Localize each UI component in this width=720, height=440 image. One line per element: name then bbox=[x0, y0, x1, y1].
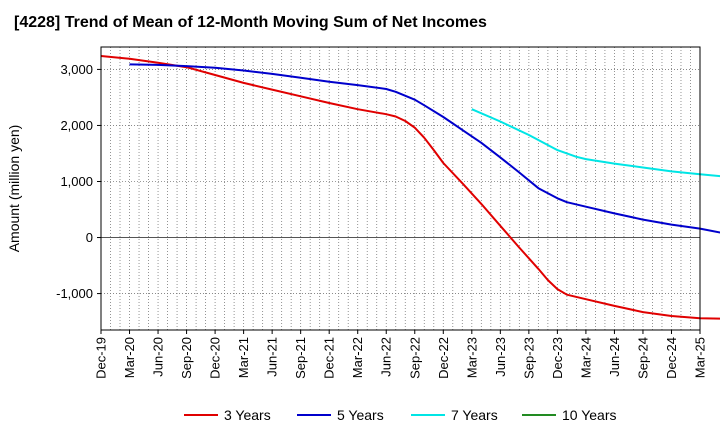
chart-title: [4228] Trend of Mean of 12-Month Moving … bbox=[14, 14, 487, 31]
x-tick-label: Mar-21 bbox=[236, 337, 251, 378]
x-tick-label: Mar-23 bbox=[464, 337, 479, 378]
x-tick-label: Dec-21 bbox=[322, 337, 337, 379]
y-axis-label: Amount (million yen) bbox=[6, 125, 22, 253]
series-line-1 bbox=[100, 55, 720, 320]
y-axis: -1,000 0 1,000 2,000 3,000 bbox=[56, 62, 101, 301]
x-tick-label: Dec-20 bbox=[208, 337, 223, 379]
x-tick-label: Jun-24 bbox=[607, 337, 622, 377]
x-tick-label: Jun-22 bbox=[379, 337, 394, 377]
x-tick-label: Sep-21 bbox=[293, 337, 308, 379]
legend: 3 Years 5 Years 7 Years 10 Years bbox=[184, 407, 617, 423]
legend-label: 5 Years bbox=[337, 407, 384, 423]
x-tick-label: Jun-23 bbox=[493, 337, 508, 377]
y-tick-label: 3,000 bbox=[60, 62, 93, 77]
x-tick-label: Dec-23 bbox=[550, 337, 565, 379]
x-tick-label: Dec-19 bbox=[94, 337, 109, 379]
x-tick-label: Dec-24 bbox=[664, 337, 679, 379]
plot-frame bbox=[100, 46, 701, 331]
legend-label: 7 Years bbox=[451, 407, 498, 423]
x-tick-label: Mar-24 bbox=[578, 337, 593, 378]
series-line-2 bbox=[129, 63, 720, 234]
y-tick-label: 1,000 bbox=[60, 174, 93, 189]
x-axis: Dec-19 Mar-20 Jun-20 Sep-20 Dec-20 Mar-21 Jun-… bbox=[94, 330, 708, 379]
x-tick-label: Sep-22 bbox=[407, 337, 422, 379]
grid bbox=[101, 47, 700, 330]
x-tick-label: Sep-20 bbox=[179, 337, 194, 379]
x-tick-label: Sep-23 bbox=[521, 337, 536, 379]
legend-label: 3 Years bbox=[224, 407, 271, 423]
x-tick-label: Jun-21 bbox=[265, 337, 280, 377]
x-tick-label: Mar-22 bbox=[350, 337, 365, 378]
x-tick-label: Sep-24 bbox=[635, 337, 650, 379]
y-tick-label: -1,000 bbox=[56, 286, 93, 301]
x-tick-label: Mar-20 bbox=[122, 337, 137, 378]
y-tick-label: 0 bbox=[86, 230, 93, 245]
y-tick-label: 2,000 bbox=[60, 118, 93, 133]
series-lines bbox=[100, 55, 720, 320]
x-tick-label: Mar-25 bbox=[693, 337, 708, 378]
legend-label: 10 Years bbox=[562, 407, 617, 423]
series-line-3 bbox=[471, 108, 720, 178]
x-tick-label: Dec-22 bbox=[436, 337, 451, 379]
x-tick-label: Jun-20 bbox=[151, 337, 166, 377]
